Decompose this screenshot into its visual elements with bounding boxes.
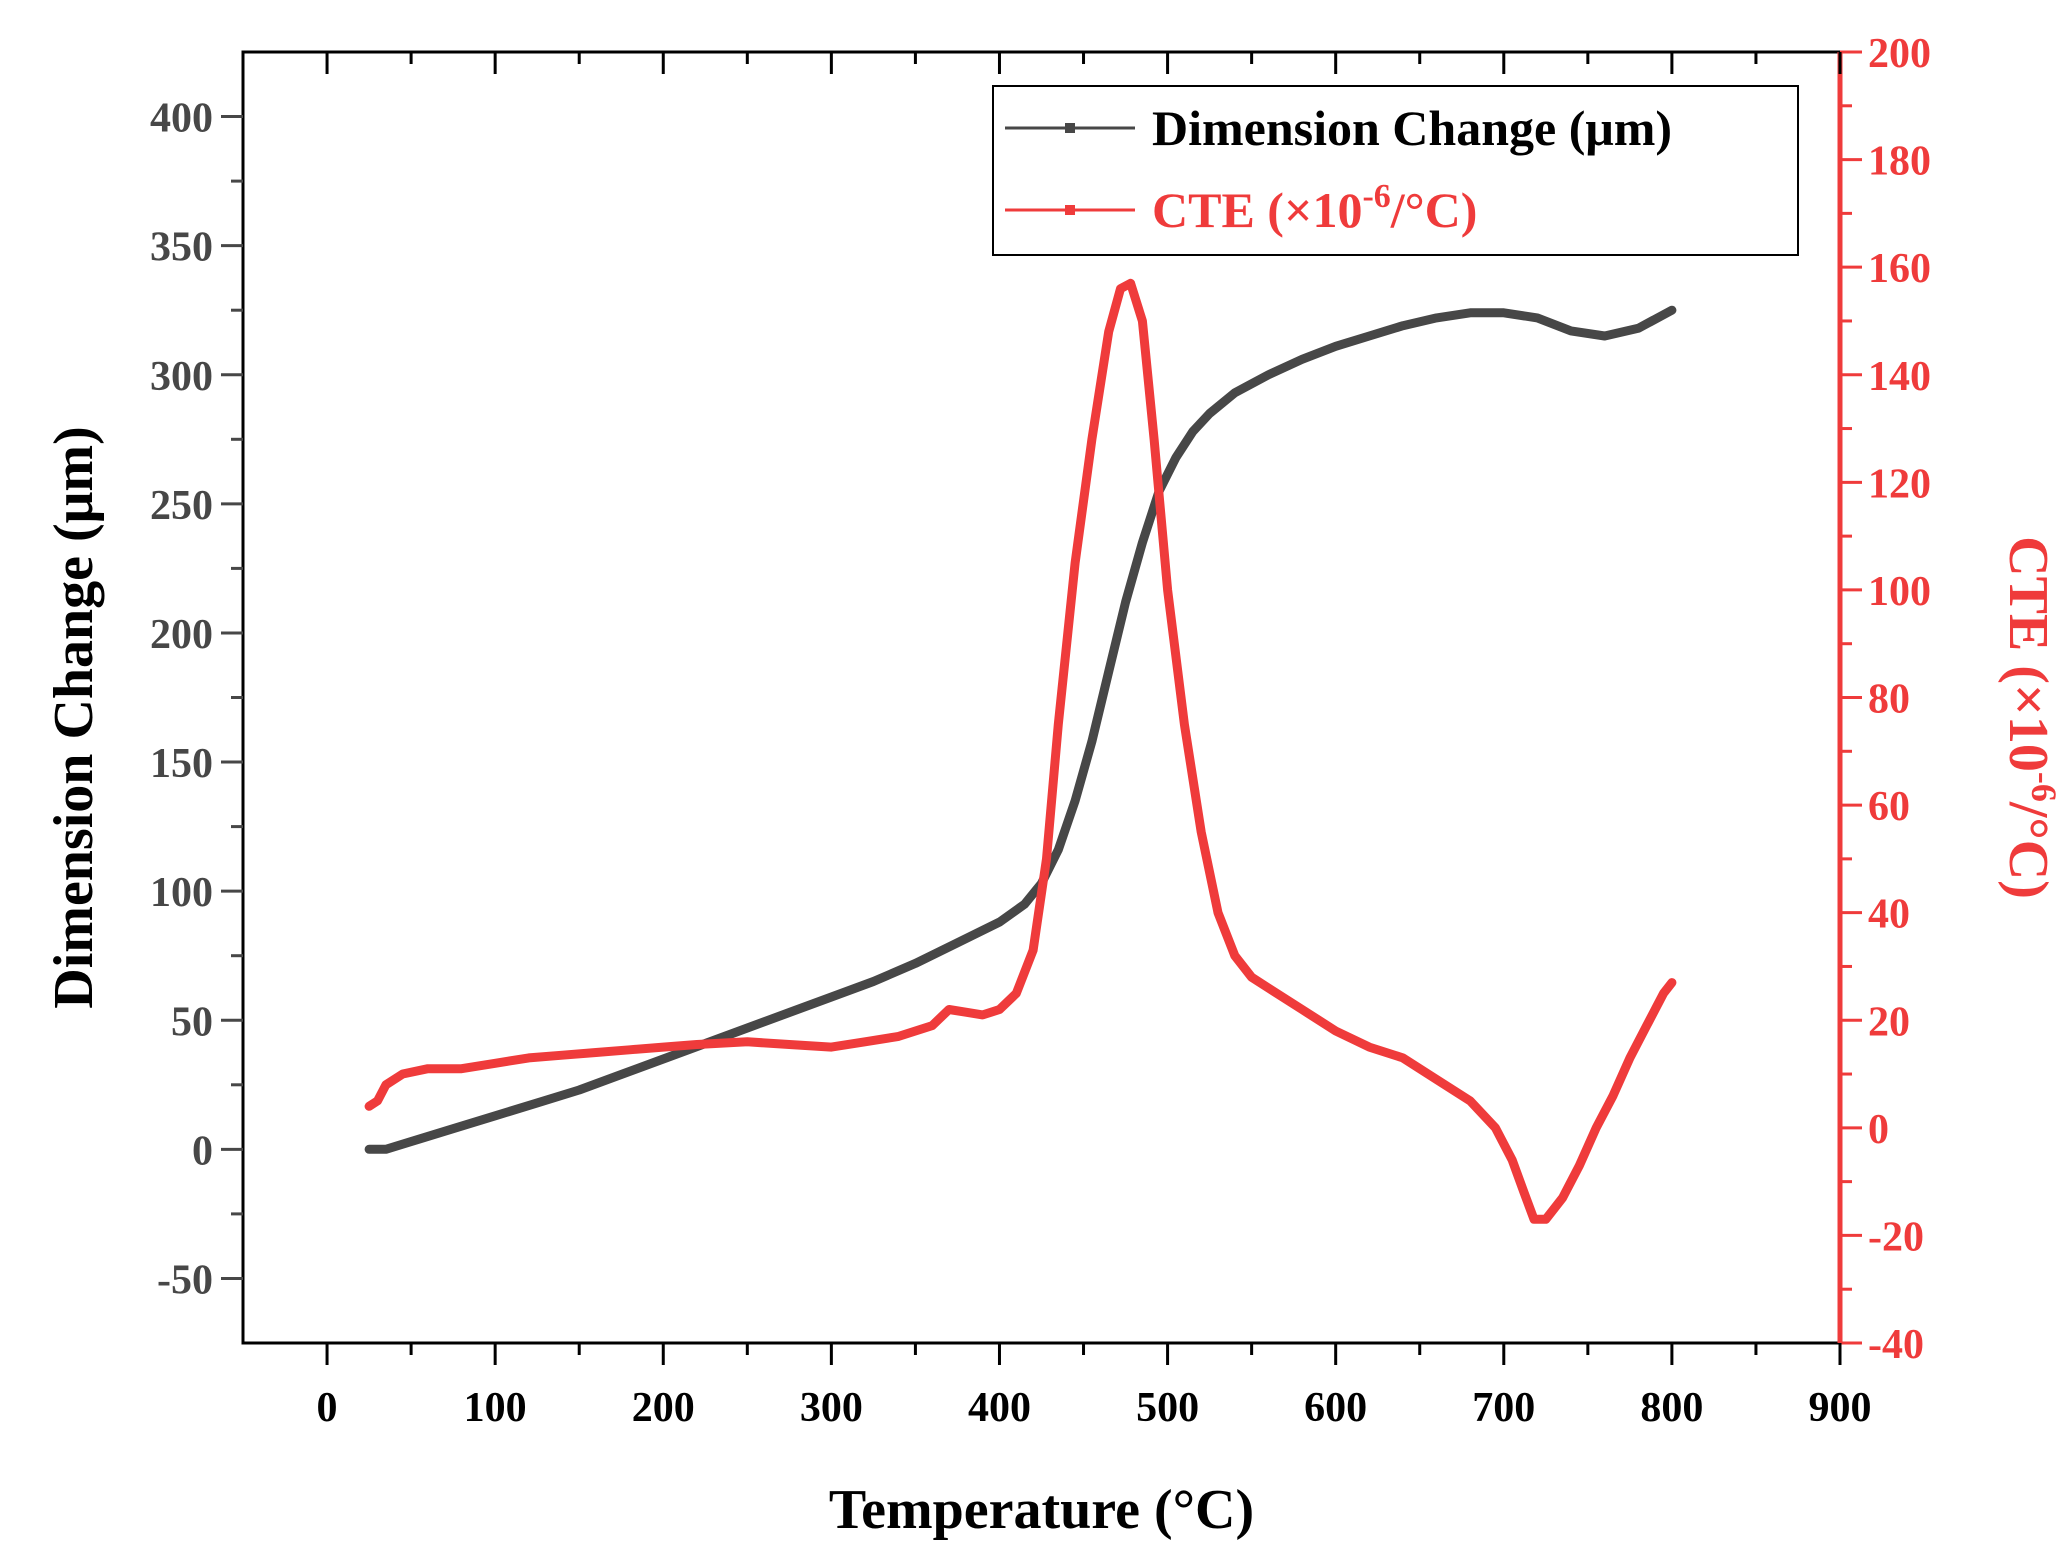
x-tick-label: 400: [968, 1385, 1031, 1431]
right-tick-label: 120: [1868, 461, 1931, 507]
right-tick-label: -20: [1868, 1214, 1924, 1260]
right-tick-label: 160: [1868, 246, 1931, 292]
x-axis-title: Temperature (°C): [829, 1479, 1254, 1541]
x-axis: 0 100 200 300 400 500 600 700 800 900: [317, 1343, 1872, 1431]
x-tick-label: 0: [317, 1385, 338, 1431]
right-y-axis-title-base: CTE (×10: [1997, 536, 2059, 772]
legend-marker-dimension: [1065, 123, 1075, 133]
legend-item-dimension: Dimension Change (μm): [1005, 100, 1672, 156]
left-tick-label: 250: [150, 483, 213, 529]
left-tick-label: 0: [192, 1128, 213, 1174]
right-y-axis-title-sup: -6: [2024, 772, 2064, 802]
left-tick-label: 150: [150, 741, 213, 787]
series-line-cte: [364, 278, 1677, 1224]
legend-marker-cte: [1065, 205, 1075, 215]
right-tick-label: 80: [1868, 677, 1910, 723]
right-tick-label: 40: [1868, 892, 1910, 938]
left-tick-label: 300: [150, 354, 213, 400]
left-y-axis: -50 0 50 100 150 200 250 300 350 400: [150, 96, 243, 1303]
right-tick-label: 180: [1868, 139, 1931, 185]
legend-label-cte-tail: /°C): [1390, 182, 1478, 238]
right-tick-label: 200: [1868, 31, 1931, 77]
right-tick-label: 20: [1868, 999, 1910, 1045]
left-tick-label: -50: [157, 1257, 213, 1303]
top-axis: [325, 52, 1842, 74]
left-y-axis-title: Dimension Change (μm): [43, 426, 105, 1008]
right-tick-label: 100: [1868, 569, 1931, 615]
series-layer: [364, 278, 1677, 1224]
x-tick-label: 200: [632, 1385, 695, 1431]
x-tick-label: 800: [1640, 1385, 1703, 1431]
left-tick-label: 100: [150, 870, 213, 916]
legend-item-cte: CTE (×10-6/°C): [1005, 178, 1477, 238]
legend-label-cte: CTE (×10-6/°C): [1152, 178, 1477, 238]
left-tick-label: 350: [150, 225, 213, 271]
left-tick-label: 50: [171, 999, 213, 1045]
x-tick-label: 100: [464, 1385, 527, 1431]
x-tick-label: 600: [1304, 1385, 1367, 1431]
right-y-axis-title-tail: /°C): [1997, 801, 2059, 899]
left-tick-label: 400: [150, 96, 213, 142]
x-tick-label: 900: [1809, 1385, 1872, 1431]
legend-label-cte-sup: -6: [1362, 178, 1390, 215]
right-tick-label: 0: [1868, 1107, 1889, 1153]
x-tick-label: 700: [1472, 1385, 1535, 1431]
legend-label-dimension: Dimension Change (μm): [1152, 100, 1672, 156]
right-tick-label: 140: [1868, 354, 1931, 400]
right-tick-label: 60: [1868, 784, 1910, 830]
right-y-axis-title: CTE (×10-6/°C): [1997, 536, 2064, 899]
x-tick-label: 300: [800, 1385, 863, 1431]
right-y-axis: -40 -20 0 20 40 60 80 100 120 140 160 180 200: [1837, 31, 1931, 1368]
legend-box: [992, 85, 1799, 256]
right-tick-label: -40: [1868, 1322, 1924, 1368]
legend: Dimension Change (μm) CTE (×10-6/°C): [992, 85, 1799, 256]
left-tick-label: 200: [150, 612, 213, 658]
legend-label-cte-base: CTE (×10: [1152, 182, 1362, 238]
x-tick-label: 500: [1136, 1385, 1199, 1431]
series-line-dimension: [364, 305, 1677, 1154]
